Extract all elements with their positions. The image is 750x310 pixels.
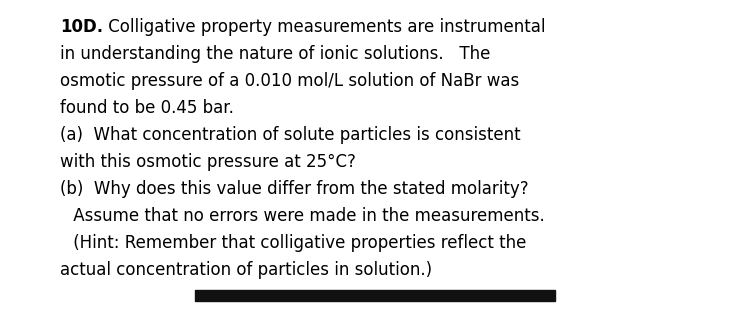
Text: (a)  What concentration of solute particles is consistent: (a) What concentration of solute particl… bbox=[60, 126, 520, 144]
Text: osmotic pressure of a 0.010 mol/L solution of NaBr was: osmotic pressure of a 0.010 mol/L soluti… bbox=[60, 72, 519, 90]
Text: actual concentration of particles in solution.): actual concentration of particles in sol… bbox=[60, 261, 432, 279]
Text: Assume that no errors were made in the measurements.: Assume that no errors were made in the m… bbox=[68, 207, 544, 225]
FancyBboxPatch shape bbox=[195, 290, 555, 301]
Text: (Hint: Remember that colligative properties reflect the: (Hint: Remember that colligative propert… bbox=[68, 234, 526, 252]
Text: in understanding the nature of ionic solutions.   The: in understanding the nature of ionic sol… bbox=[60, 45, 491, 63]
Text: Colligative property measurements are instrumental: Colligative property measurements are in… bbox=[103, 18, 545, 36]
Text: 10D.: 10D. bbox=[60, 18, 103, 36]
Text: (b)  Why does this value differ from the stated molarity?: (b) Why does this value differ from the … bbox=[60, 180, 529, 198]
Text: with this osmotic pressure at 25°C?: with this osmotic pressure at 25°C? bbox=[60, 153, 355, 171]
Text: found to be 0.45 bar.: found to be 0.45 bar. bbox=[60, 99, 234, 117]
